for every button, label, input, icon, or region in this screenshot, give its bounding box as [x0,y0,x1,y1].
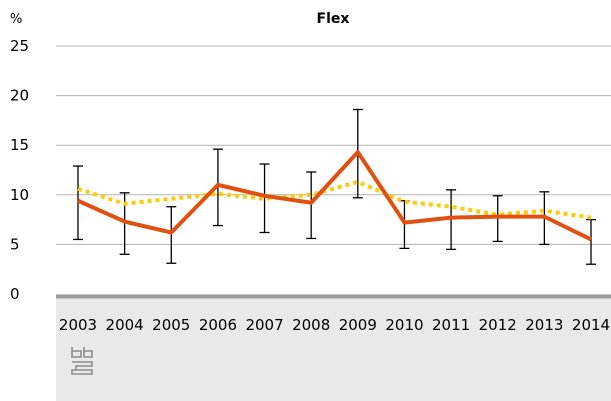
x-tick-label: 2005 [152,316,190,334]
y-tick-label: 0 [10,285,20,303]
x-tick-label: 2012 [479,316,517,334]
x-tick-label: 2008 [292,316,330,334]
cbs-logo-icon [71,347,93,375]
error-bars [73,108,596,265]
series-lines [77,150,592,242]
y-tick-label: 25 [10,37,29,55]
x-tick-label: 2003 [59,316,97,334]
x-tick-label: 2007 [245,316,283,334]
x-tick-label: 2014 [572,316,610,334]
gridlines [56,45,611,245]
series-line [77,150,592,242]
y-tick-label: 10 [10,186,29,204]
y-tick-label: 15 [10,136,29,154]
footer-panel [56,296,611,401]
series-line [77,179,592,220]
chart-title: Flex [317,11,350,27]
y-unit-label: % [10,12,22,27]
x-tick-label: 2011 [432,316,470,334]
x-tick-label: 2009 [339,316,377,334]
x-tick-label: 2013 [525,316,563,334]
x-tick-label: 2010 [385,316,423,334]
x-tick-label: 2006 [199,316,237,334]
y-tick-labels: 0 5 10 15 20 25 [10,37,29,303]
y-tick-label: 5 [10,235,20,253]
x-tick-labels: 2003 2004 2005 2006 2007 2008 2009 2010 2011 2012… [59,316,610,334]
y-tick-label: 20 [10,87,29,105]
x-tick-label: 2004 [106,316,144,334]
